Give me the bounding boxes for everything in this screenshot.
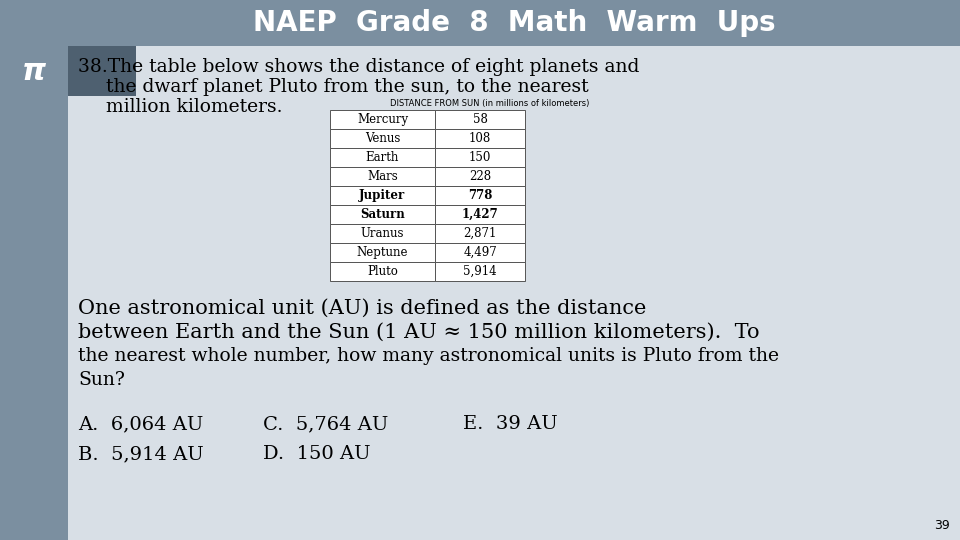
Bar bbox=[330, 262, 435, 281]
Bar bbox=[330, 205, 435, 224]
Text: Sun?: Sun? bbox=[78, 371, 125, 389]
Bar bbox=[435, 129, 525, 148]
Text: 778: 778 bbox=[468, 189, 492, 202]
Text: Neptune: Neptune bbox=[357, 246, 408, 259]
Bar bbox=[435, 243, 525, 262]
Text: million kilometers.: million kilometers. bbox=[106, 98, 282, 116]
Bar bbox=[68, 0, 960, 46]
Bar bbox=[435, 148, 525, 167]
Bar bbox=[330, 167, 435, 186]
Text: 4,497: 4,497 bbox=[463, 246, 497, 259]
Text: Uranus: Uranus bbox=[361, 227, 404, 240]
Text: One astronomical unit (AU) is defined as the distance: One astronomical unit (AU) is defined as… bbox=[78, 299, 646, 318]
Text: 228: 228 bbox=[468, 170, 492, 183]
Text: between Earth and the Sun (1 AU ≈ 150 million kilometers).  To: between Earth and the Sun (1 AU ≈ 150 mi… bbox=[78, 323, 759, 342]
Text: Pluto: Pluto bbox=[367, 265, 398, 278]
Text: Mars: Mars bbox=[367, 170, 397, 183]
Text: π: π bbox=[22, 57, 46, 85]
Text: B.  5,914 AU: B. 5,914 AU bbox=[78, 445, 204, 463]
Text: 2,871: 2,871 bbox=[464, 227, 496, 240]
Text: E.  39 AU: E. 39 AU bbox=[463, 415, 558, 433]
Text: Earth: Earth bbox=[366, 151, 399, 164]
Bar bbox=[435, 186, 525, 205]
Text: 5,914: 5,914 bbox=[463, 265, 497, 278]
Bar bbox=[435, 205, 525, 224]
Bar bbox=[330, 243, 435, 262]
Text: D.  150 AU: D. 150 AU bbox=[263, 445, 371, 463]
Text: the dwarf planet Pluto from the sun, to the nearest: the dwarf planet Pluto from the sun, to … bbox=[106, 78, 588, 96]
Bar bbox=[435, 167, 525, 186]
Text: C.  5,764 AU: C. 5,764 AU bbox=[263, 415, 388, 433]
Text: 38.The table below shows the distance of eight planets and: 38.The table below shows the distance of… bbox=[78, 58, 639, 76]
Text: Jupiter: Jupiter bbox=[359, 189, 406, 202]
Bar bbox=[435, 262, 525, 281]
Text: 1,427: 1,427 bbox=[462, 208, 498, 221]
Text: the nearest whole number, how many astronomical units is Pluto from the: the nearest whole number, how many astro… bbox=[78, 347, 779, 365]
Text: A.  6,064 AU: A. 6,064 AU bbox=[78, 415, 204, 433]
Text: DISTANCE FROM SUN (in millions of kilometers): DISTANCE FROM SUN (in millions of kilome… bbox=[390, 99, 589, 108]
Bar bbox=[435, 110, 525, 129]
Text: Saturn: Saturn bbox=[360, 208, 405, 221]
Text: 58: 58 bbox=[472, 113, 488, 126]
Bar bbox=[0, 0, 68, 540]
Text: NAEP  Grade  8  Math  Warm  Ups: NAEP Grade 8 Math Warm Ups bbox=[252, 9, 776, 37]
Text: 150: 150 bbox=[468, 151, 492, 164]
Text: Venus: Venus bbox=[365, 132, 400, 145]
Bar bbox=[330, 224, 435, 243]
Bar bbox=[330, 129, 435, 148]
Text: 108: 108 bbox=[468, 132, 492, 145]
Bar bbox=[330, 110, 435, 129]
Text: 39: 39 bbox=[934, 519, 950, 532]
Bar bbox=[435, 224, 525, 243]
Bar bbox=[330, 148, 435, 167]
Text: Mercury: Mercury bbox=[357, 113, 408, 126]
Bar bbox=[68, 46, 136, 96]
Bar bbox=[330, 186, 435, 205]
